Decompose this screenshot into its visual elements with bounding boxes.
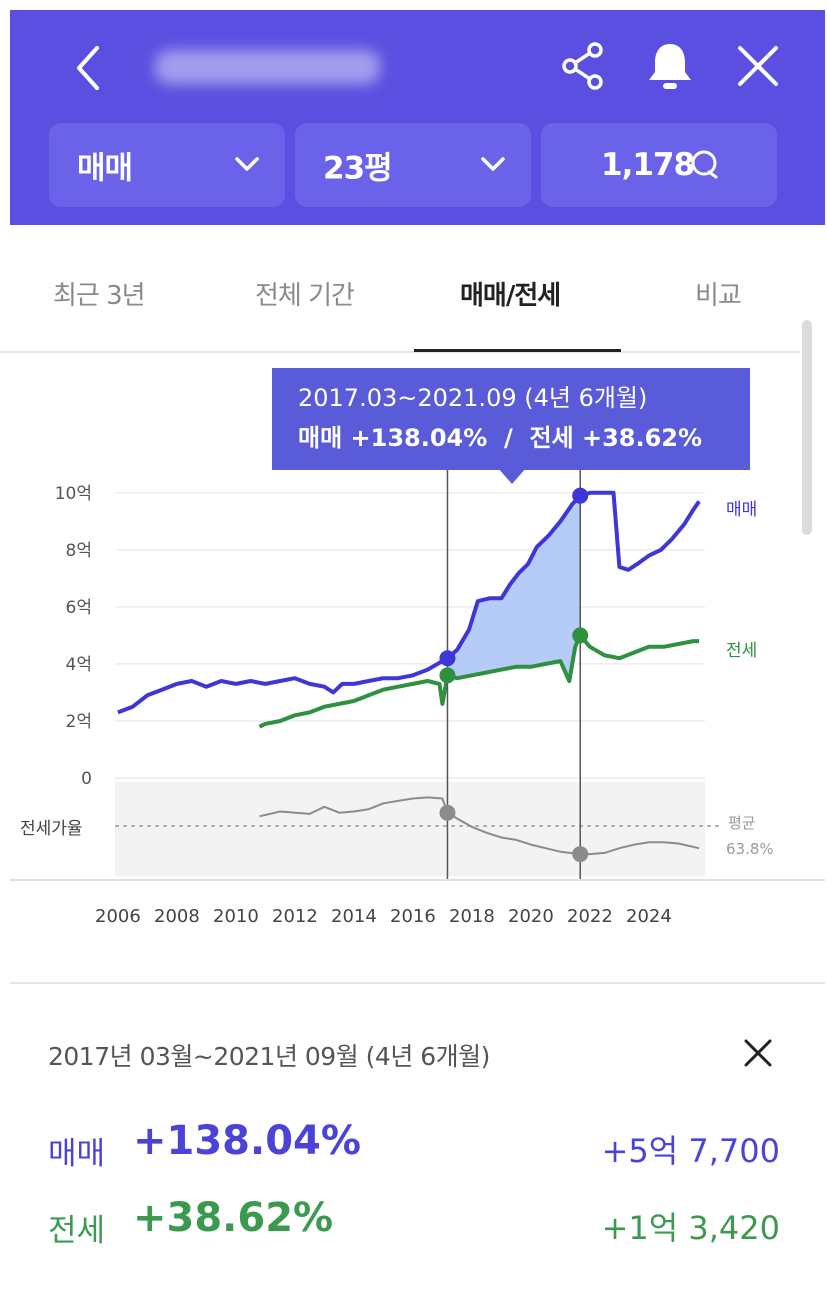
range-tooltip: 2017.03~2021.09 (4년 6개월) 매매 +138.04% / 전…	[272, 368, 750, 470]
summary-jeonse-amount: +1억 3,420	[601, 1209, 780, 1247]
comment-icon	[691, 150, 718, 179]
legend-jeonse: 전세	[726, 641, 757, 661]
share-button[interactable]	[555, 38, 611, 94]
summary-row-jeonse: 전세 +38.62% +1억 3,420	[48, 1195, 788, 1255]
average-value: 63.8%	[726, 840, 774, 858]
series-line-jeonse	[258, 633, 700, 729]
x-tick-label: 2010	[213, 906, 259, 927]
share-icon	[562, 42, 603, 90]
blurred-title	[155, 50, 380, 84]
x-tick-label: 2016	[390, 906, 436, 927]
y-tick-label: 0	[81, 769, 92, 789]
tab-compare[interactable]: 비교	[695, 281, 742, 311]
summary-jeonse-name: 전세	[48, 1213, 106, 1249]
x-tick-label: 2008	[154, 906, 200, 927]
tooltip-arrow	[498, 468, 526, 484]
comments-button[interactable]: 1,178	[541, 123, 777, 207]
ratio-panel-bg	[115, 782, 705, 876]
jeonse-point	[572, 627, 589, 644]
close-button[interactable]	[730, 38, 786, 94]
x-tick-label: 2012	[272, 906, 318, 927]
series-line-sale	[117, 490, 701, 715]
tooltip-period: 2017.03~2021.09 (4년 6개월)	[298, 384, 648, 412]
deal-type-label: 매매	[77, 150, 133, 187]
chevron-down-icon	[235, 157, 259, 171]
tab-all-period[interactable]: 전체 기간	[255, 281, 355, 311]
selection-fill	[447, 495, 581, 681]
bell-icon	[649, 44, 691, 89]
y-tick-label: 8억	[66, 541, 92, 561]
summary-period: 2017년 03월~2021년 09월 (4년 6개월)	[48, 1042, 490, 1071]
summary-sale-amount: +5억 7,700	[601, 1132, 780, 1170]
chart-grid	[115, 492, 705, 779]
y-tick-label: 10억	[55, 484, 92, 504]
back-button[interactable]	[65, 38, 115, 98]
x-tick-label: 2006	[95, 906, 141, 927]
ratio-point	[572, 846, 589, 863]
average-label: 평균	[728, 814, 756, 832]
section-divider	[10, 982, 825, 984]
area-select[interactable]: 23평	[295, 123, 531, 207]
summary-sale-pct: +138.04%	[133, 1118, 361, 1164]
y-tick-label: 6억	[66, 598, 92, 618]
summary-jeonse-pct: +38.62%	[133, 1195, 334, 1241]
tooltip-change: 매매 +138.04% / 전세 +38.62%	[298, 424, 703, 452]
scrollbar[interactable]	[802, 320, 812, 535]
price-chart[interactable]: 10억 8억 6억 4억 2억 0 2006 2008 2010 2012 2014 2016 201…	[0, 360, 827, 980]
selection-dots	[439, 487, 589, 863]
chevron-left-icon	[77, 46, 99, 90]
top-bar: 매매 23평 1,178	[10, 10, 825, 225]
x-tick-label: 2022	[567, 906, 613, 927]
period-tabs: 최근 3년 전체 기간 매매/전세 비교	[0, 245, 800, 353]
sale-point	[572, 487, 589, 504]
sale-point	[439, 650, 456, 667]
chevron-down-icon	[481, 157, 505, 171]
tab-recent-3y[interactable]: 최근 3년	[53, 281, 146, 311]
notification-button[interactable]	[642, 38, 698, 94]
summary-row-sale: 매매 +138.04% +5억 7,700	[48, 1118, 788, 1178]
x-tick-label: 2024	[626, 906, 672, 927]
x-axis-ticks: 2006 2008 2010 2012 2014 2016 2018 2020 2022 2024	[95, 906, 672, 927]
x-tick-label: 2018	[449, 906, 495, 927]
summary-close-button[interactable]	[742, 1037, 774, 1069]
legend-sale: 매매	[726, 500, 757, 520]
jeonse-point	[439, 667, 456, 684]
x-tick-label: 2014	[331, 906, 377, 927]
tab-sale-jeonse[interactable]: 매매/전세	[460, 281, 561, 311]
active-tab-indicator	[414, 349, 621, 352]
close-icon	[738, 46, 778, 86]
series-line-ratio	[259, 796, 700, 856]
summary-sale-name: 매매	[48, 1136, 106, 1172]
area-label: 23평	[323, 150, 393, 187]
comment-count: 1,178	[601, 147, 695, 183]
deal-type-select[interactable]: 매매	[49, 123, 285, 207]
y-tick-label: 4억	[66, 655, 92, 675]
x-tick-label: 2020	[508, 906, 554, 927]
ratio-axis-label: 전세가율	[20, 819, 83, 839]
close-icon	[744, 1039, 772, 1067]
y-tick-label: 2억	[66, 712, 92, 732]
y-axis-ticks: 10억 8억 6억 4억 2억 0	[55, 484, 92, 789]
ratio-point	[439, 804, 456, 821]
